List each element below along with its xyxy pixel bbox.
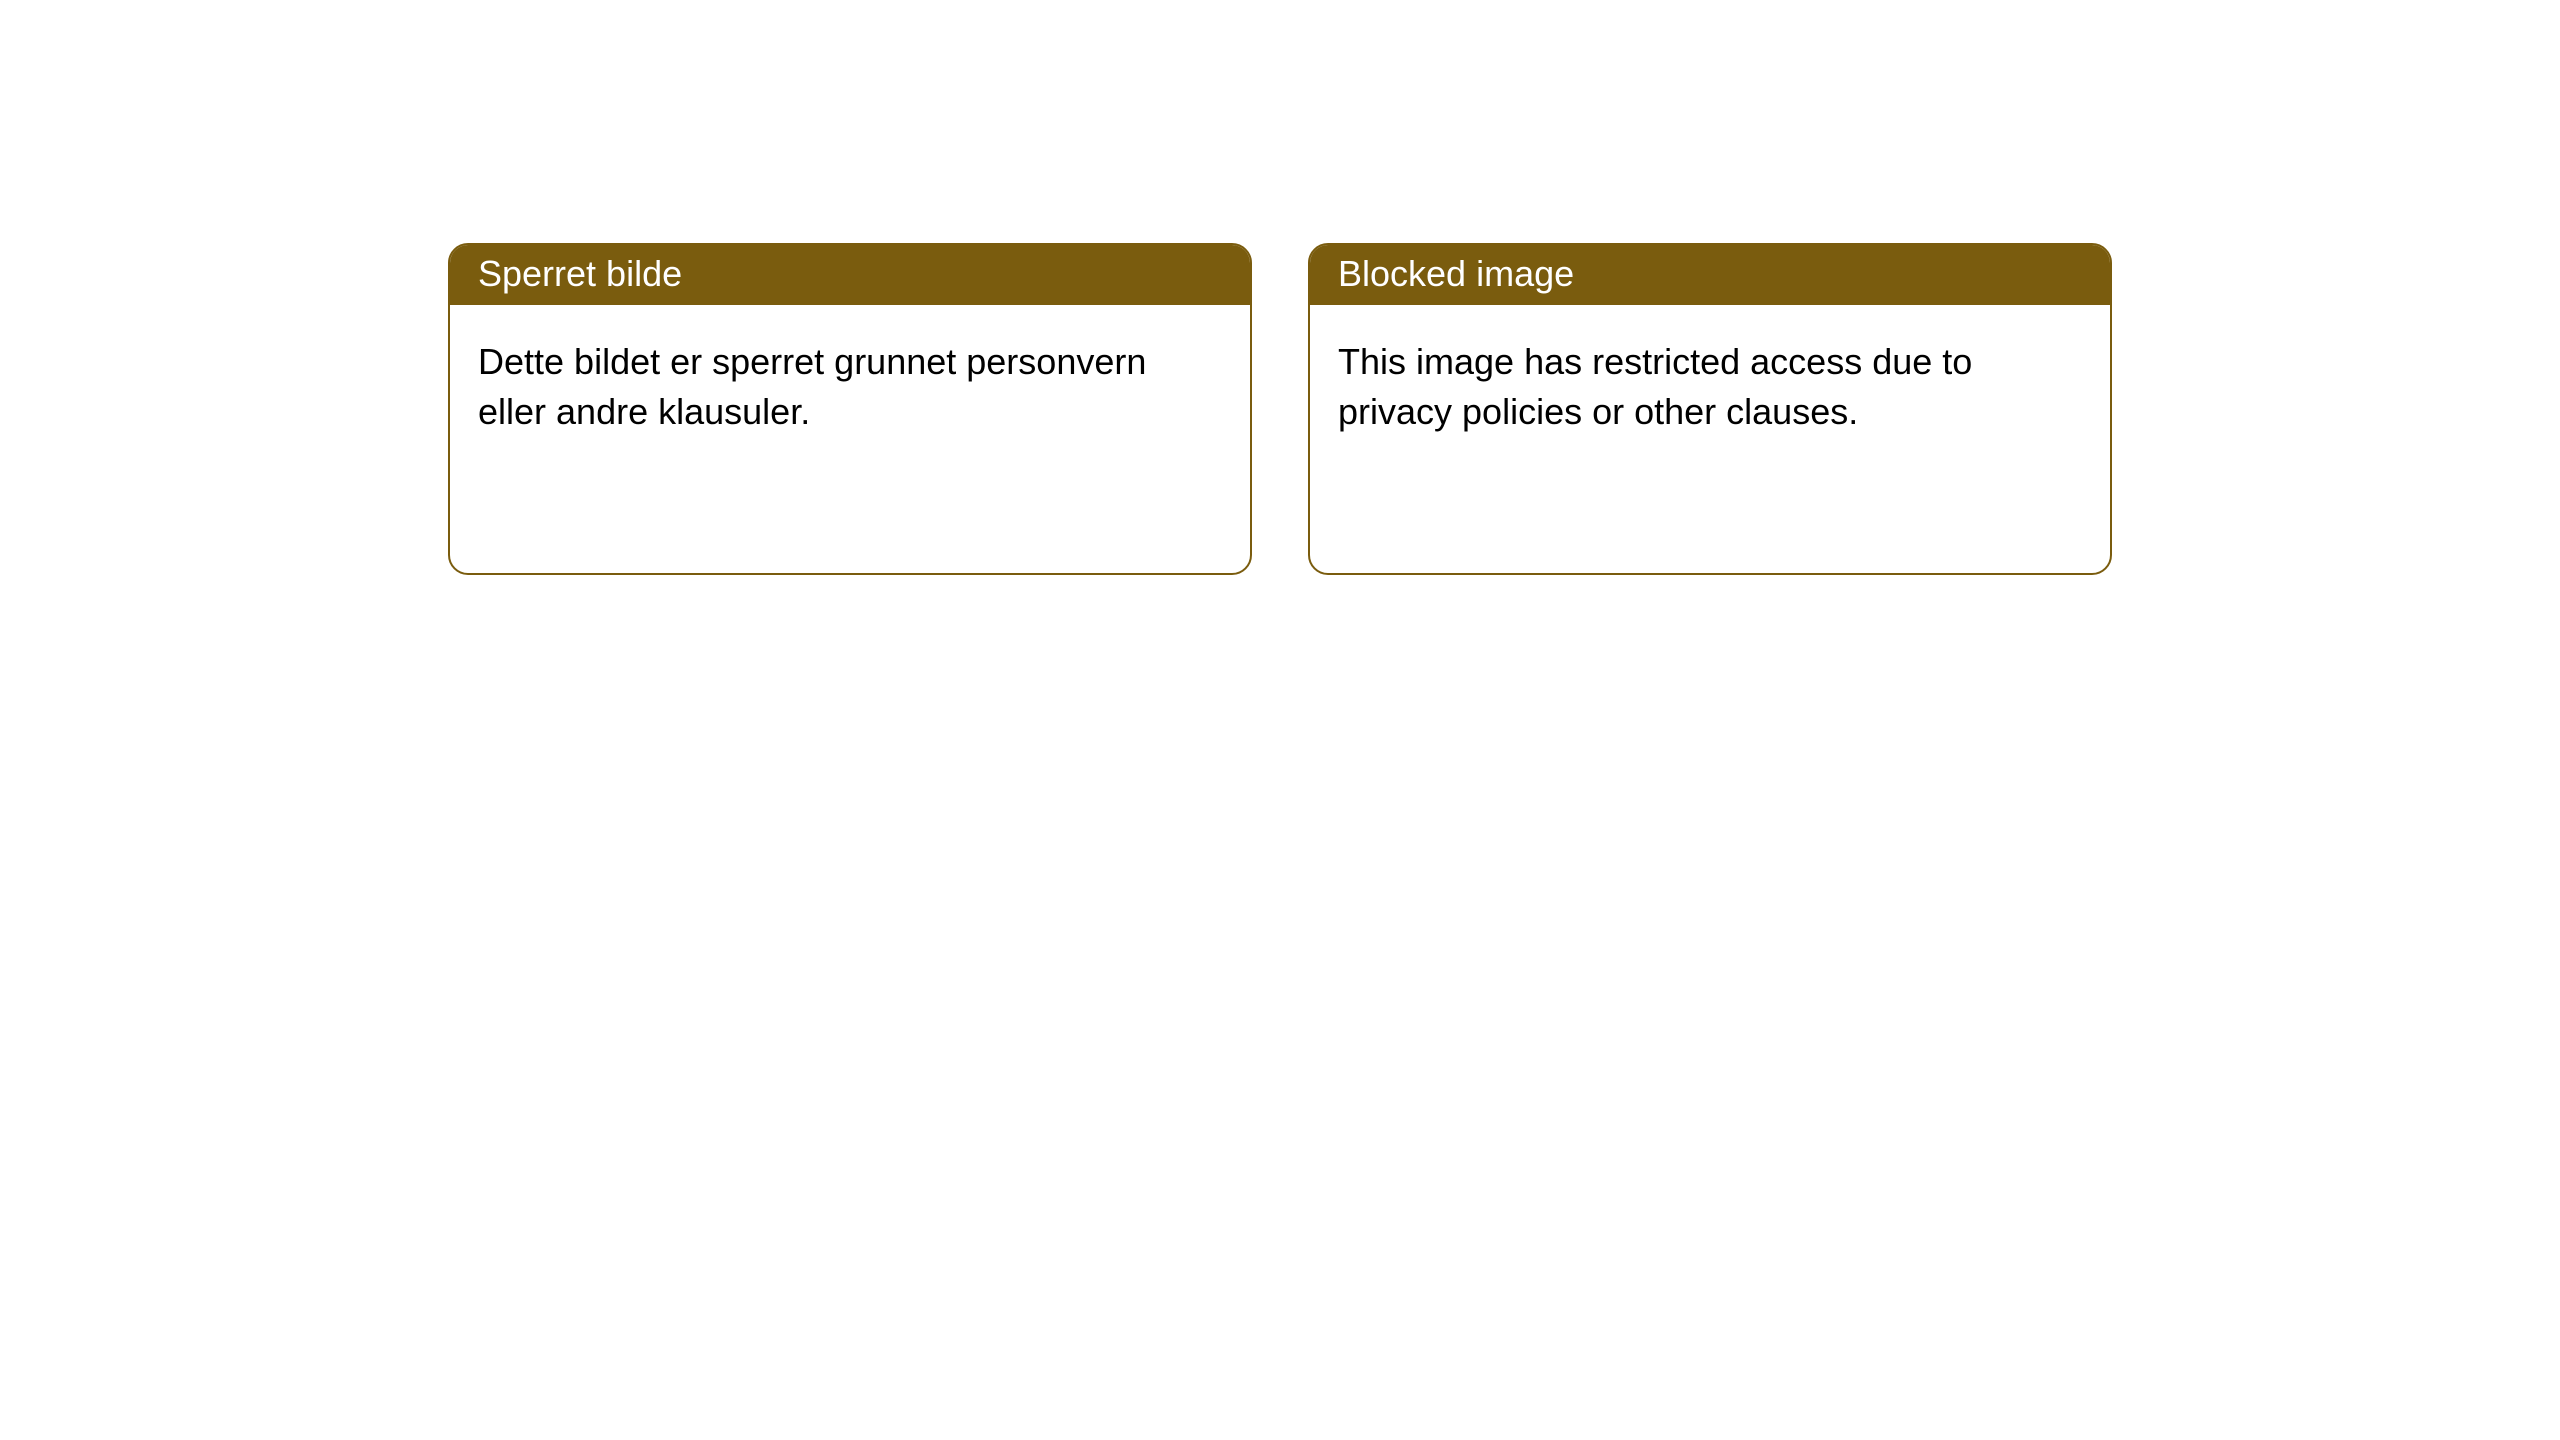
- card-title: Sperret bilde: [450, 245, 1250, 305]
- notice-card-norwegian: Sperret bilde Dette bildet er sperret gr…: [448, 243, 1252, 575]
- notice-cards-row: Sperret bilde Dette bildet er sperret gr…: [448, 243, 2560, 575]
- card-title: Blocked image: [1310, 245, 2110, 305]
- card-body-text: This image has restricted access due to …: [1310, 305, 2110, 470]
- notice-card-english: Blocked image This image has restricted …: [1308, 243, 2112, 575]
- card-body-text: Dette bildet er sperret grunnet personve…: [450, 305, 1250, 470]
